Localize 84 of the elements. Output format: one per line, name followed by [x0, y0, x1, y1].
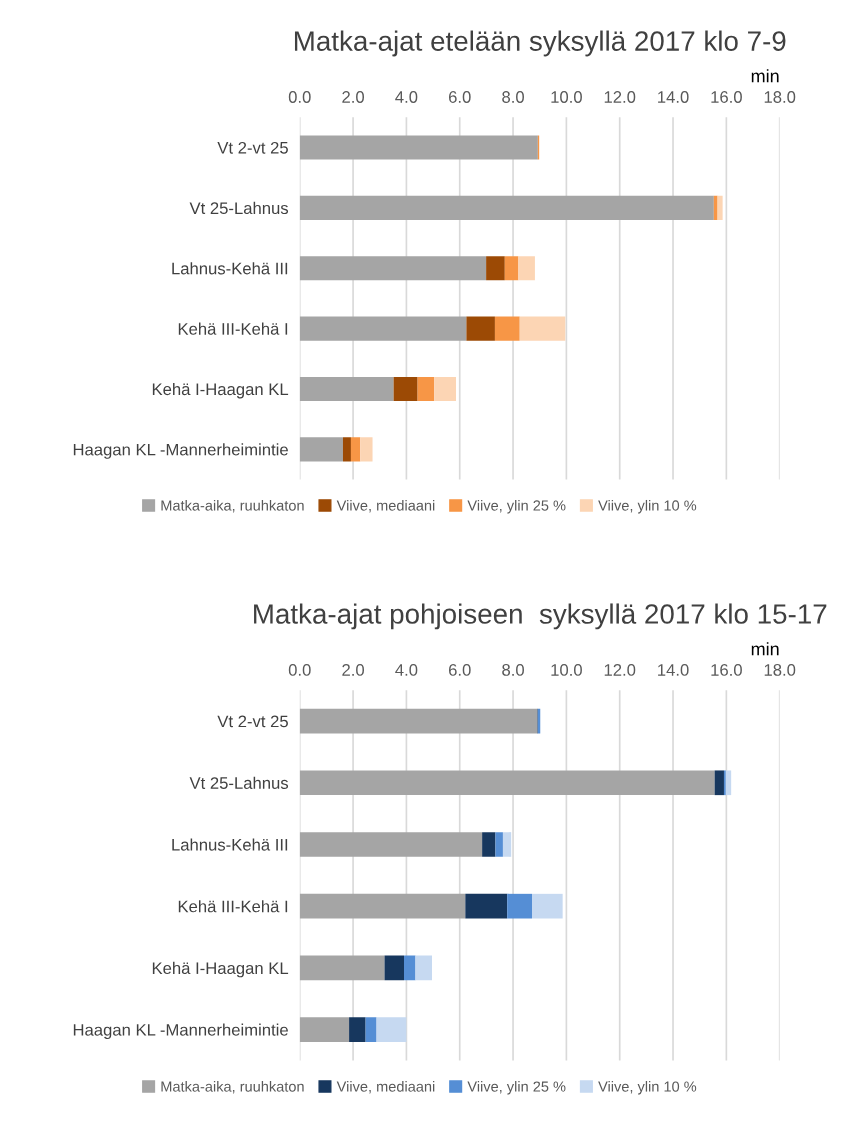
- y-tick-label: Kehä III-Kehä I: [178, 900, 288, 913]
- legend-label: Viive, ylin 10 %: [598, 1081, 697, 1095]
- legend-label: Viive, mediaani: [336, 499, 435, 513]
- bar: [299, 770, 715, 796]
- x-tick-label: 18.0: [764, 91, 796, 103]
- y-tick-label: Kehä I-Haagan KL: [152, 382, 289, 399]
- x-axis-title: min: [751, 69, 779, 83]
- bar: [299, 256, 487, 281]
- bar: [531, 893, 563, 919]
- x-tick-label: 8.0: [502, 91, 524, 103]
- bar: [349, 1017, 366, 1042]
- x-tick-label: 6.0: [449, 91, 471, 103]
- bar: [465, 893, 508, 919]
- legend-label: Viive, mediaani: [336, 1081, 435, 1094]
- bar: [714, 770, 724, 796]
- bar: [299, 1017, 350, 1042]
- legend-label: Viive, ylin 25 %: [467, 1081, 566, 1095]
- bar: [299, 135, 538, 160]
- bar: [299, 893, 466, 919]
- bar: [299, 376, 394, 402]
- bar: [415, 955, 432, 981]
- bar: [342, 437, 351, 462]
- bar: [504, 256, 519, 281]
- x-tick-label: 12.0: [604, 664, 636, 676]
- y-tick-label: Vt 25-Lahnus: [189, 776, 289, 789]
- x-tick-label: 10.0: [551, 664, 582, 676]
- legend-label: Viive, ylin 25 %: [467, 499, 566, 514]
- x-tick-label: 4.0: [395, 91, 418, 103]
- y-tick-label: Haagan KL -Mannerheimintie: [73, 443, 288, 459]
- chart-title: Matka-ajat pohjoiseen syksyllä 2017 klo 15-17: [254, 603, 827, 630]
- x-tick-label: 14.0: [658, 91, 689, 103]
- x-tick-label: 0.0: [288, 91, 311, 103]
- bar: [713, 195, 718, 220]
- bar: [299, 832, 483, 857]
- x-tick-label: 2.0: [342, 664, 365, 676]
- x-tick-label: 2.0: [342, 91, 365, 103]
- bar: [482, 832, 496, 857]
- bar: [507, 893, 532, 919]
- y-tick-label: Vt 2-vt 25: [217, 141, 288, 154]
- bar: [725, 770, 732, 796]
- bar: [360, 437, 373, 462]
- bar: [519, 316, 566, 341]
- bar: [466, 316, 495, 341]
- x-tick-label: 16.0: [711, 91, 742, 103]
- y-tick-label: Vt 25-Lahnus: [189, 201, 289, 215]
- y-tick-label: Haagan KL -Mannerheimintie: [73, 1023, 288, 1040]
- bar: [495, 832, 503, 857]
- chart-title: Matka-ajat etelään syksyllä 2017 klo 7-9: [294, 30, 786, 57]
- x-tick-label: 16.0: [711, 664, 742, 676]
- bar: [502, 832, 512, 857]
- bar: [299, 708, 538, 734]
- bar: [299, 955, 385, 981]
- x-tick-label: 10.0: [551, 91, 582, 103]
- bar: [299, 316, 467, 341]
- legend-label: Viive, ylin 10 %: [598, 499, 697, 514]
- x-tick-label: 12.0: [604, 91, 636, 103]
- legend-label: Matka-aika, ruuhkaton: [161, 1081, 304, 1094]
- bar: [717, 195, 723, 220]
- bar: [404, 955, 416, 981]
- bar: [350, 437, 361, 462]
- bar: [384, 955, 405, 981]
- y-tick-label: Kehä III-Kehä I: [178, 322, 288, 335]
- x-tick-label: 14.0: [658, 664, 689, 676]
- y-tick-label: Kehä I-Haagan KL: [152, 961, 289, 978]
- x-tick-label: 4.0: [395, 664, 418, 676]
- bar: [299, 195, 714, 220]
- bar: [393, 376, 418, 402]
- x-tick-label: 0.0: [288, 664, 311, 676]
- x-tick-label: 8.0: [502, 664, 524, 676]
- bar: [417, 376, 435, 402]
- bar: [365, 1017, 377, 1042]
- y-tick-label: Vt 2-vt 25: [217, 715, 288, 728]
- bar: [376, 1017, 407, 1042]
- bar: [518, 256, 535, 281]
- x-tick-label: 18.0: [764, 664, 796, 676]
- legend-label: Matka-aika, ruuhkaton: [161, 499, 304, 513]
- bar: [486, 256, 505, 281]
- y-tick-label: Lahnus-Kehä III: [172, 262, 288, 275]
- bar: [434, 376, 456, 402]
- y-tick-label: Lahnus-Kehä III: [172, 838, 288, 851]
- bar: [494, 316, 520, 341]
- bar: [299, 437, 343, 462]
- x-axis-title: min: [751, 642, 779, 656]
- x-tick-label: 6.0: [449, 664, 471, 676]
